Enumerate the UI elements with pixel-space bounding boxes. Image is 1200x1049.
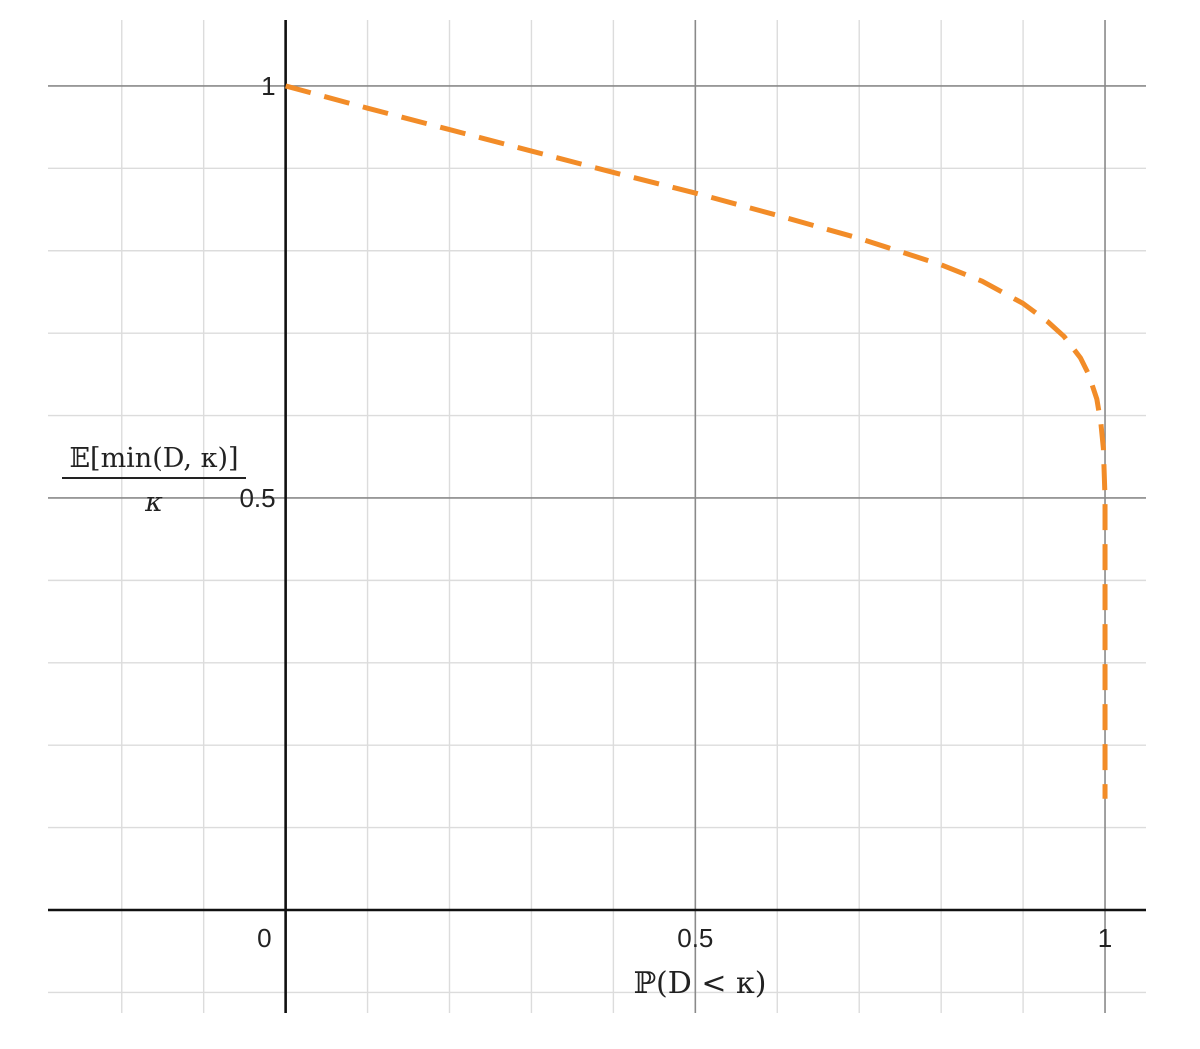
x-tick-label: 0 xyxy=(257,923,271,953)
series-line xyxy=(284,83,1108,799)
series-layer xyxy=(284,83,1108,799)
tick-labels: 0 0.5 1 0.5 1 xyxy=(239,71,1112,953)
x-tick-label: 0.5 xyxy=(677,923,713,953)
minor-grid xyxy=(48,20,1146,1013)
y-axis-label-denominator: κ xyxy=(144,487,163,518)
y-axis-label-numerator: 𝔼[min(D, κ)] xyxy=(69,443,238,474)
axes xyxy=(48,20,1146,1013)
x-tick-label: 1 xyxy=(1098,923,1112,953)
x-axis-label: ℙ(D < κ) xyxy=(634,966,767,1001)
y-tick-label: 0.5 xyxy=(239,483,275,513)
y-tick-label: 1 xyxy=(261,71,275,101)
